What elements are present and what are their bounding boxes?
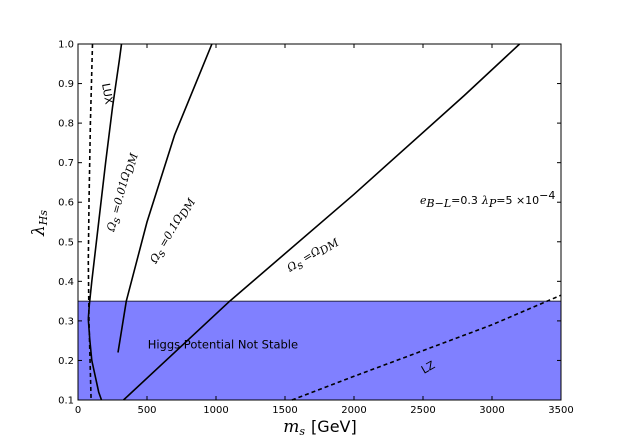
param-lambda-value: =5 ×10	[496, 194, 539, 207]
param-lambda-symbol: λ	[481, 194, 489, 207]
omega-dm-label: Ωs =ΩDM	[284, 233, 342, 278]
lz-curve	[291, 294, 562, 401]
omega-001-curve	[87, 43, 123, 319]
param-lambda-subscript: P	[488, 197, 497, 210]
y-tick-label: 0.1	[58, 396, 74, 407]
y-tick-label: 0.7	[58, 158, 74, 169]
lux-label: LUX	[99, 82, 116, 106]
x-tick-label: 3000	[479, 405, 504, 416]
y-tick-label: 0.9	[58, 79, 74, 90]
omega-01-label: Ωs =0.1ΩDM	[147, 194, 199, 268]
omega-001-symbol: Ω	[104, 221, 119, 234]
x-axis-unit: [GeV]	[311, 417, 357, 436]
omega-001-dm-subscript: DM	[123, 151, 141, 175]
y-tick-label: 0.3	[58, 316, 74, 327]
y-tick-label: 0.4	[58, 277, 74, 288]
series-layer	[78, 43, 562, 401]
y-tick-label: 0.2	[58, 356, 74, 367]
y-tick-label: 0.6	[58, 198, 74, 209]
ticks-layer	[77, 43, 562, 401]
x-tick-label: 2000	[341, 405, 366, 416]
param-lambda-exponent: −4	[539, 189, 555, 202]
x-axis-symbol: m	[283, 417, 299, 437]
omega-001-value: =0.01Ω	[108, 170, 133, 218]
y-axis-subscript: Hs	[37, 210, 50, 227]
x-axis-subscript: s	[299, 425, 305, 438]
x-tick-label: 3500	[548, 405, 573, 416]
param-e-symbol: e	[420, 194, 427, 207]
omega-01-value: =0.1Ω	[155, 212, 186, 253]
region-label: Higgs Potential Not Stable	[148, 338, 298, 352]
omega-001-subscript: s	[110, 216, 124, 225]
x-tick-label: 0	[75, 405, 81, 416]
x-tick-label: 2500	[410, 405, 435, 416]
x-tick-label: 500	[137, 405, 156, 416]
y-tick-label: 0.5	[58, 237, 74, 248]
y-axis-symbol: λ	[29, 225, 49, 237]
y-tick-label: 0.8	[58, 119, 74, 130]
omega-001-label: Ωs =0.01ΩDM	[104, 150, 141, 234]
lz-label: LZ	[419, 358, 438, 376]
x-tick-label: 1500	[272, 405, 297, 416]
x-tick-label: 1000	[203, 405, 228, 416]
param-e-subscript: B−L	[426, 197, 452, 210]
omega-01-subscript: s	[155, 247, 169, 259]
plot-frame	[77, 43, 562, 401]
omega-dm-curve	[122, 43, 521, 401]
param-e-value: =0.3	[451, 194, 478, 207]
lux-curve	[87, 43, 94, 401]
omega-01-curve-segment-2	[117, 43, 213, 353]
parameter-annotation: eB−L=0.3 λP=5 ×10−4	[420, 189, 555, 210]
x-axis-label: ms [GeV]	[283, 417, 356, 438]
y-axis-label: λHs	[29, 210, 50, 237]
unstable-region	[78, 301, 561, 400]
omega-dm-subscript: s	[294, 258, 306, 272]
y-tick-label: 1.0	[58, 40, 74, 51]
tick-labels: 0 500 1000 1500 2000 2500 3000 3500 0.1 0.2 0.3 0.4…	[58, 40, 574, 417]
